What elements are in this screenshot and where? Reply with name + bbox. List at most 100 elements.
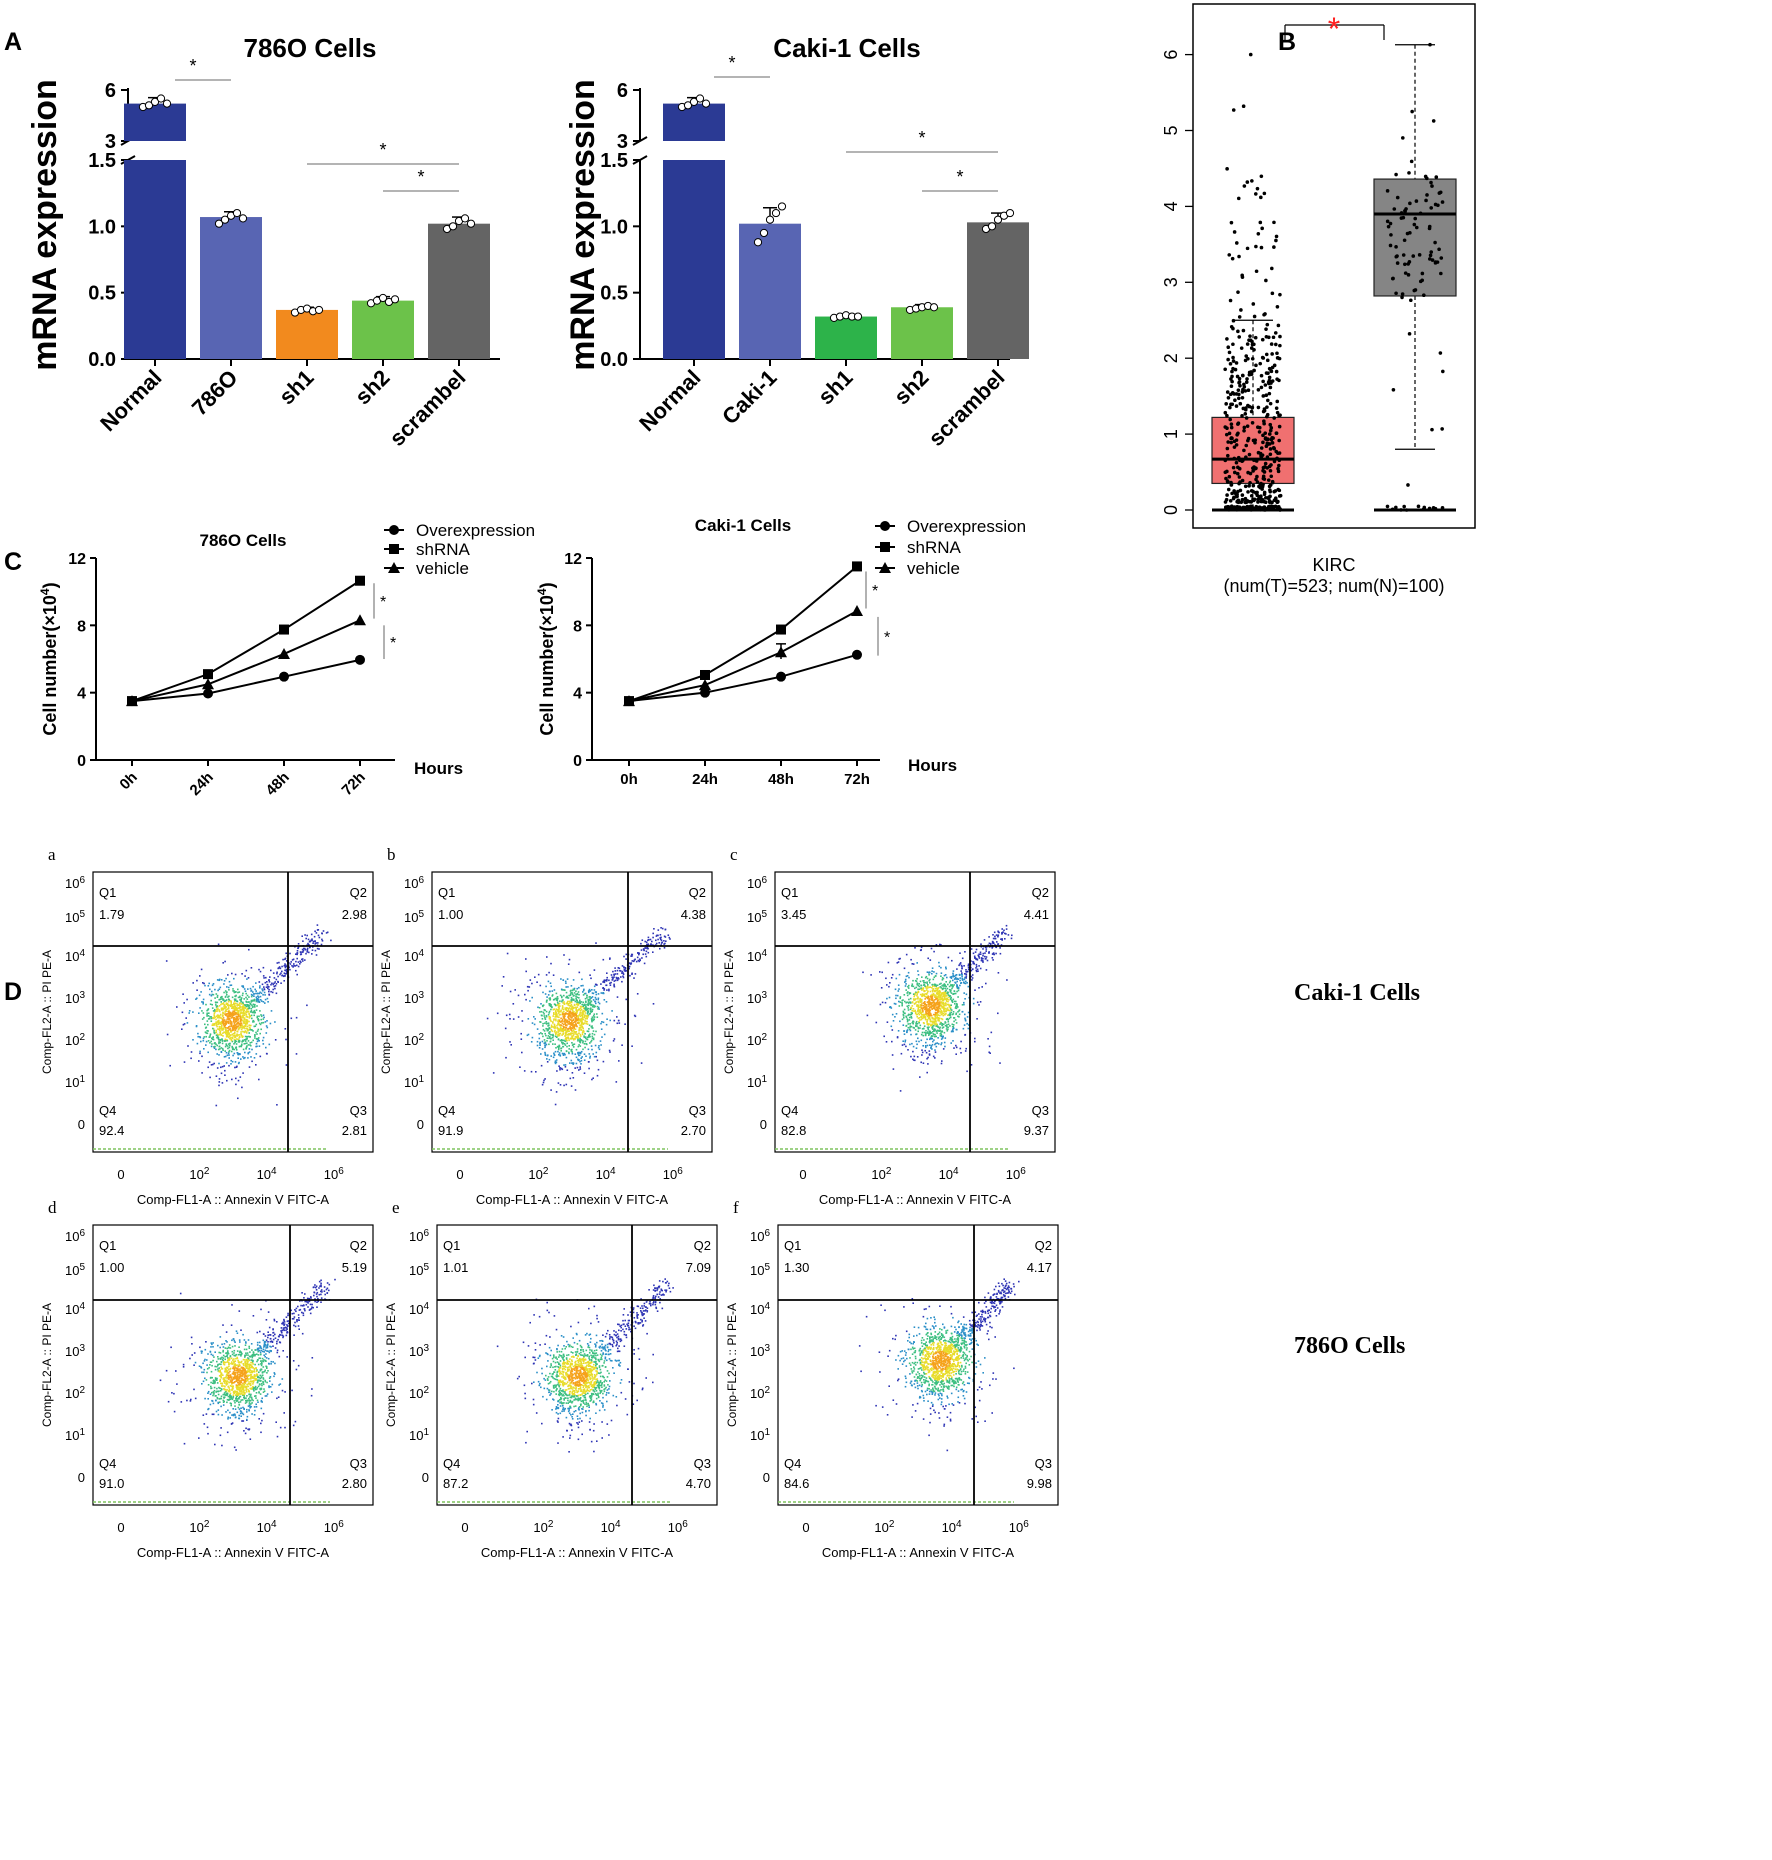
event-dot: [956, 984, 958, 986]
y-tick-exponent: 5: [79, 908, 85, 919]
event-dot: [634, 1015, 637, 1018]
event-dot: [259, 999, 262, 1001]
event-dot: [886, 997, 888, 1000]
event-dot: [614, 967, 616, 969]
event-dot: [185, 1017, 187, 1019]
jitter-points: [1223, 52, 1283, 512]
event-dot: [557, 1050, 559, 1053]
event-dot: [216, 1067, 219, 1069]
event-dot: [577, 1058, 579, 1061]
event-dot: [222, 1032, 224, 1034]
event-dot: [234, 1007, 237, 1009]
x-tick-label: 106: [663, 1166, 683, 1183]
jitter-point: [1271, 335, 1276, 340]
panel-label-a: A: [4, 28, 22, 56]
event-dot: [228, 1046, 231, 1049]
jitter-point: [1251, 483, 1256, 488]
event-dot: [922, 1010, 924, 1012]
event-dot: [241, 994, 244, 997]
event-dot: [279, 973, 281, 976]
y-tick-exponent: 2: [418, 1032, 424, 1043]
quadrant-value: 2.70: [681, 1123, 706, 1138]
jitter-point: [1411, 254, 1416, 258]
event-dot: [659, 937, 661, 939]
event-dot: [258, 1000, 260, 1003]
x-tick-label: Normal: [95, 365, 166, 436]
event-dot: [285, 969, 287, 972]
event-dot: [540, 1053, 542, 1055]
event-dot: [217, 943, 220, 946]
event-dot: [950, 977, 953, 979]
jitter-point: [1266, 380, 1271, 385]
event-dot: [230, 1063, 232, 1065]
event-dot: [538, 1047, 541, 1049]
event-dot: [309, 940, 311, 943]
event-dot: [254, 1037, 256, 1039]
event-dot: [907, 1007, 909, 1009]
event-dot: [939, 1012, 941, 1014]
jitter-point: [1413, 216, 1418, 221]
event-dot: [561, 1019, 564, 1022]
event-dot: [231, 1011, 234, 1014]
marker-circle: [389, 525, 399, 535]
event-dot: [584, 992, 587, 995]
event-dot: [296, 964, 298, 967]
x-tick-label: Normal: [634, 365, 705, 436]
event-dot: [929, 959, 932, 961]
jitter-point: [1270, 436, 1274, 440]
event-dot: [238, 1002, 241, 1005]
event-dot: [892, 1020, 895, 1022]
event-dot: [251, 999, 254, 1002]
event-dot: [623, 955, 625, 958]
event-dot: [232, 1020, 235, 1023]
event-dot: [577, 1015, 579, 1017]
event-dot: [215, 1031, 217, 1034]
event-dot: [930, 1045, 933, 1047]
event-dot: [237, 1007, 240, 1009]
event-dot: [290, 1017, 293, 1020]
event-dot: [565, 1032, 567, 1034]
event-dot: [915, 1022, 917, 1024]
event-dot: [583, 1043, 586, 1045]
jitter-point: [1262, 477, 1267, 481]
event-dot: [261, 988, 263, 990]
event-dot: [233, 1010, 235, 1013]
jitter-point: [1395, 261, 1400, 265]
event-dot: [550, 1024, 553, 1027]
event-dot: [562, 1045, 565, 1048]
event-dot: [571, 1048, 573, 1051]
event-dot: [571, 1072, 574, 1074]
event-dot: [237, 1004, 239, 1007]
event-dot: [228, 1064, 230, 1067]
legend-label: vehicle: [416, 559, 469, 578]
event-dot: [925, 1041, 927, 1044]
event-dot: [322, 930, 325, 932]
event-dot: [594, 996, 597, 999]
event-dot: [238, 1034, 241, 1036]
event-dot: [949, 990, 952, 993]
event-dot: [253, 1014, 255, 1017]
x-tick-label: 104: [257, 1166, 277, 1183]
event-dot: [562, 1031, 565, 1033]
x-axis-label: Comp-FL1-A :: Annexin V FITC-A: [137, 1192, 330, 1207]
event-dot: [216, 1016, 219, 1019]
event-dot: [663, 940, 665, 942]
event-dot: [559, 994, 562, 997]
event-dot: [268, 994, 271, 996]
x-tick-label: 48h: [263, 769, 293, 799]
event-dot: [986, 959, 989, 962]
jitter-point: [1267, 335, 1271, 340]
event-dot: [259, 1010, 261, 1012]
event-dot: [895, 977, 898, 980]
event-dot: [591, 989, 593, 991]
event-dot: [919, 1024, 922, 1027]
event-dot: [207, 1040, 210, 1042]
jitter-point: [1229, 377, 1233, 381]
jitter-point: [1241, 506, 1245, 511]
jitter-point: [1235, 499, 1240, 503]
jitter-point: [1428, 257, 1432, 261]
event-dot: [557, 1048, 560, 1051]
jitter-point: [1231, 366, 1235, 371]
event-dot: [263, 991, 266, 994]
jitter-point: [1226, 357, 1230, 362]
